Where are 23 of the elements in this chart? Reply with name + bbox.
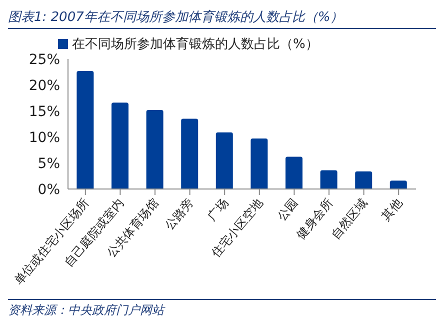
- chart-title: 图表1: 2007年在不同场所参加体育锻炼的人数占比（%）: [8, 8, 436, 29]
- text: 资料来源：中央政府门户网站: [8, 302, 436, 319]
- bar: [216, 132, 233, 189]
- bar: [390, 180, 407, 189]
- bar: [320, 170, 338, 189]
- bar: [112, 102, 128, 189]
- x-tick-label: 公园: [274, 196, 300, 224]
- bar: [76, 70, 94, 189]
- x-tick-label: 其他: [378, 196, 405, 224]
- y-tick-label: 25%: [28, 52, 60, 68]
- y-tick-label: 20%: [28, 78, 60, 94]
- x-tick-label: 公路旁: [162, 196, 196, 233]
- bar: [181, 118, 198, 189]
- y-tick-label: 5%: [38, 156, 60, 172]
- bar: [146, 110, 164, 189]
- bar: [286, 156, 302, 189]
- legend-label: 在不同场所参加体育锻炼的人数占比（%）: [72, 37, 318, 52]
- bar: [250, 138, 268, 189]
- x-tick-label: 广场: [204, 196, 231, 224]
- y-tick-label: 15%: [28, 104, 60, 120]
- y-tick-label: 10%: [28, 130, 60, 146]
- bar: [355, 171, 372, 189]
- y-tick-label: 0%: [38, 182, 60, 198]
